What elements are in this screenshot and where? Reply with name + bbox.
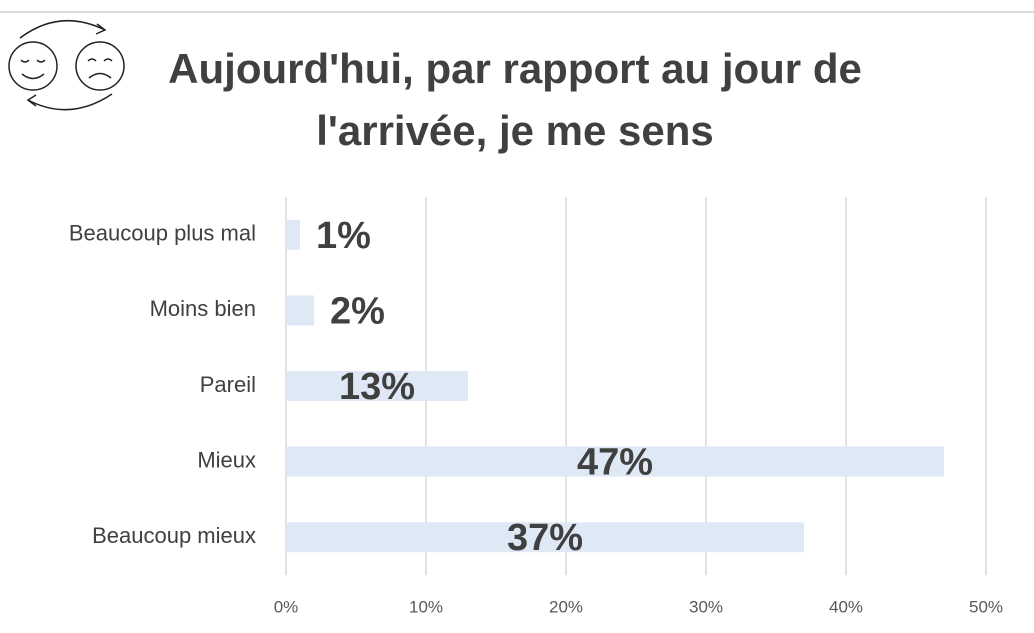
x-tick-label: 0%	[274, 597, 299, 616]
bar	[286, 446, 944, 477]
icon	[8, 19, 125, 111]
bar	[286, 371, 468, 401]
y-tick-label: Beaucoup plus mal	[69, 221, 256, 246]
bar	[286, 522, 804, 553]
data-label: 47%	[577, 442, 653, 484]
data-label: 13%	[339, 366, 415, 408]
bar	[286, 295, 314, 326]
x-tick-label: 10%	[409, 597, 443, 616]
y-tick-label: Pareil	[200, 372, 256, 397]
x-tick-label: 40%	[829, 597, 863, 616]
chart-title: Aujourd'hui, par rapport au jour de l'ar…	[168, 45, 862, 154]
y-tick-label: Moins bien	[150, 296, 256, 321]
x-tick-label: 50%	[969, 597, 1003, 616]
y-tick-label: Beaucoup mieux	[92, 523, 256, 548]
x-tick-label: 30%	[689, 597, 723, 616]
data-label: 37%	[507, 517, 583, 559]
y-tick-label: Mieux	[197, 447, 256, 472]
x-tick-label: 20%	[549, 597, 583, 616]
bar	[286, 219, 300, 250]
data-label: 1%	[316, 215, 371, 257]
data-label: 2%	[330, 290, 385, 332]
